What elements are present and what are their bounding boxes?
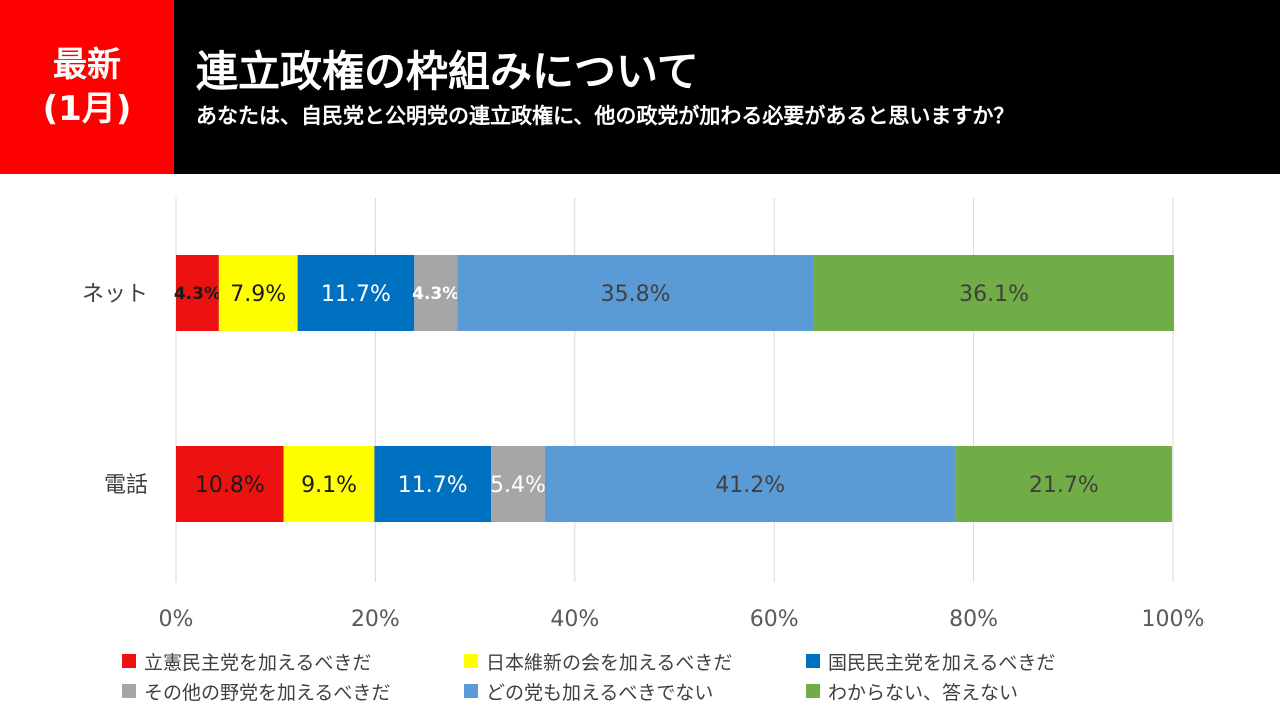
bar-segment	[491, 446, 545, 522]
data-label: 36.1%	[959, 282, 1029, 307]
data-label: 41.2%	[715, 473, 785, 498]
bar-segment	[457, 255, 815, 331]
legend-label: 国民民主党を加えるべきだ	[828, 651, 1056, 674]
legend-swatch	[122, 684, 136, 698]
legend-item: 国民民主党を加えるべきだ	[806, 648, 1122, 674]
legend-swatch	[806, 684, 820, 698]
data-label: 35.8%	[601, 282, 671, 307]
legend-item: 立憲民主党を加えるべきだ	[122, 648, 464, 674]
data-label: 7.9%	[230, 282, 286, 307]
category-label: 電話	[104, 473, 148, 498]
legend-label: わからない、答えない	[828, 681, 1019, 704]
chart-legend: 立憲民主党を加えるべきだ 日本維新の会を加えるべきだ 国民民主党を加えるべきだその他…	[122, 648, 1122, 704]
legend-item: その他の野党を加えるべきだ	[122, 678, 464, 704]
legend-label: 日本維新の会を加えるべきだ	[486, 651, 733, 674]
data-label: 10.8%	[195, 473, 265, 498]
legend-item: わからない、答えない	[806, 678, 1122, 704]
badge-label-month: (1月)	[42, 89, 132, 129]
bar-segment	[176, 255, 219, 331]
data-label: 9.1%	[301, 473, 357, 498]
data-label: 11.7%	[398, 473, 468, 498]
bar-segment	[544, 446, 956, 522]
header-bar: 最新 (1月) 連立政権の枠組みについて あなたは、自民党と公明党の連立政権に、…	[0, 0, 1280, 174]
question-text: あなたは、自民党と公明党の連立政権に、他の政党が加わる必要があると思いますか？	[196, 104, 1015, 128]
badge-label-latest: 最新	[53, 45, 121, 85]
legend-item: 日本維新の会を加えるべきだ	[464, 648, 806, 674]
bar-segment	[283, 446, 375, 522]
x-tick-label: 80%	[949, 607, 998, 632]
bar-segment	[374, 446, 492, 522]
legend-swatch	[464, 684, 478, 698]
data-label: 4.3%	[174, 284, 221, 304]
legend-label: どの党も加えるべきでない	[486, 681, 714, 704]
legend-swatch	[806, 654, 820, 668]
x-tick-label: 60%	[750, 607, 799, 632]
data-label: 4.3%	[412, 284, 459, 304]
bar-segment	[955, 446, 1173, 522]
data-label: 5.4%	[490, 473, 546, 498]
page-title: 連立政権の枠組みについて	[196, 47, 699, 96]
bar-segment	[297, 255, 415, 331]
x-tick-label: 0%	[159, 607, 194, 632]
bar-segment	[176, 446, 284, 522]
x-tick-label: 100%	[1142, 607, 1205, 632]
legend-item: どの党も加えるべきでない	[464, 678, 806, 704]
legend-swatch	[122, 654, 136, 668]
bar-segment	[814, 255, 1174, 331]
legend-label: 立憲民主党を加えるべきだ	[144, 651, 372, 674]
latest-badge: 最新 (1月)	[0, 0, 174, 174]
data-label: 21.7%	[1029, 473, 1099, 498]
x-tick-label: 20%	[351, 607, 400, 632]
legend-swatch	[464, 654, 478, 668]
bar-segment	[218, 255, 298, 331]
category-label: ネット	[82, 282, 148, 307]
x-tick-label: 40%	[550, 607, 599, 632]
bar-segment	[414, 255, 458, 331]
legend-label: その他の野党を加えるべきだ	[144, 681, 391, 704]
data-label: 11.7%	[321, 282, 391, 307]
